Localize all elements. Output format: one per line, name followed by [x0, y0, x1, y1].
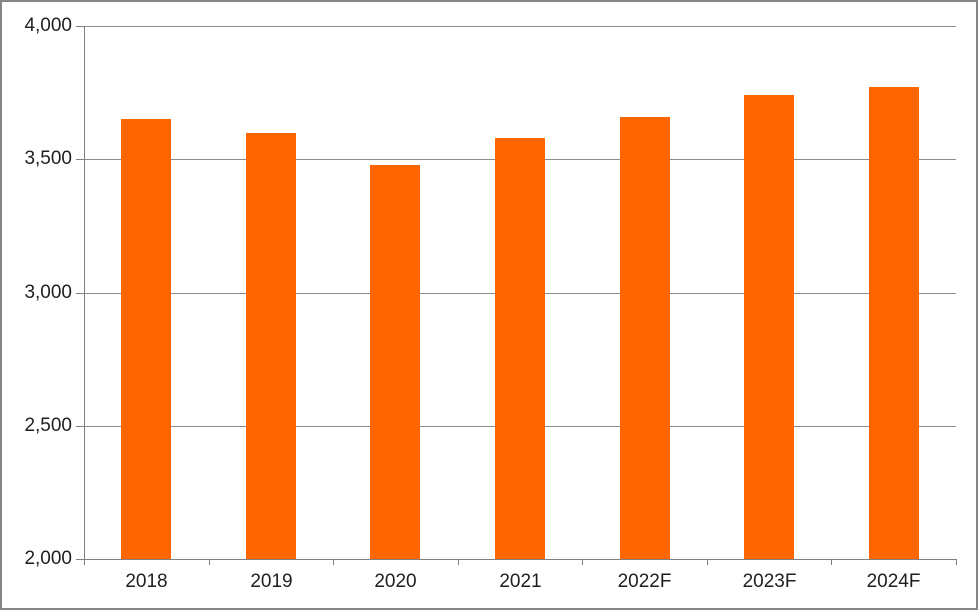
- x-axis-line: [84, 559, 957, 560]
- x-axis-label: 2022F: [617, 571, 672, 592]
- y-axis-label: 2,500: [24, 415, 72, 436]
- x-axis-label: 2021: [499, 571, 542, 592]
- x-axis-tick: [84, 560, 85, 565]
- bar: [744, 95, 794, 559]
- x-axis-label: 2024F: [866, 571, 921, 592]
- bar: [869, 87, 919, 559]
- x-axis-tick: [209, 560, 210, 565]
- y-axis-label: 3,000: [24, 282, 72, 303]
- x-axis-label: 2023F: [742, 571, 797, 592]
- y-axis-label: 4,000: [24, 15, 72, 36]
- y-axis-tick: [76, 159, 84, 160]
- x-axis-tick: [582, 560, 583, 565]
- x-axis-tick: [333, 560, 334, 565]
- y-axis-tick: [76, 26, 84, 27]
- y-gridline: [84, 26, 956, 27]
- y-axis-line: [84, 26, 85, 560]
- bar: [121, 119, 171, 559]
- bar: [495, 138, 545, 559]
- y-axis-tick: [76, 293, 84, 294]
- bar: [370, 165, 420, 559]
- x-axis-tick: [707, 560, 708, 565]
- y-axis-label: 2,000: [24, 548, 72, 569]
- bar: [620, 117, 670, 559]
- x-axis-tick: [458, 560, 459, 565]
- y-axis-tick: [76, 559, 84, 560]
- x-axis-label: 2018: [125, 571, 168, 592]
- y-axis-tick: [76, 426, 84, 427]
- x-axis-tick: [956, 560, 957, 565]
- y-axis-label: 3,500: [24, 148, 72, 169]
- x-axis-label: 2019: [250, 571, 293, 592]
- x-axis-label: 2020: [374, 571, 417, 592]
- x-axis-tick: [831, 560, 832, 565]
- bar: [246, 133, 296, 559]
